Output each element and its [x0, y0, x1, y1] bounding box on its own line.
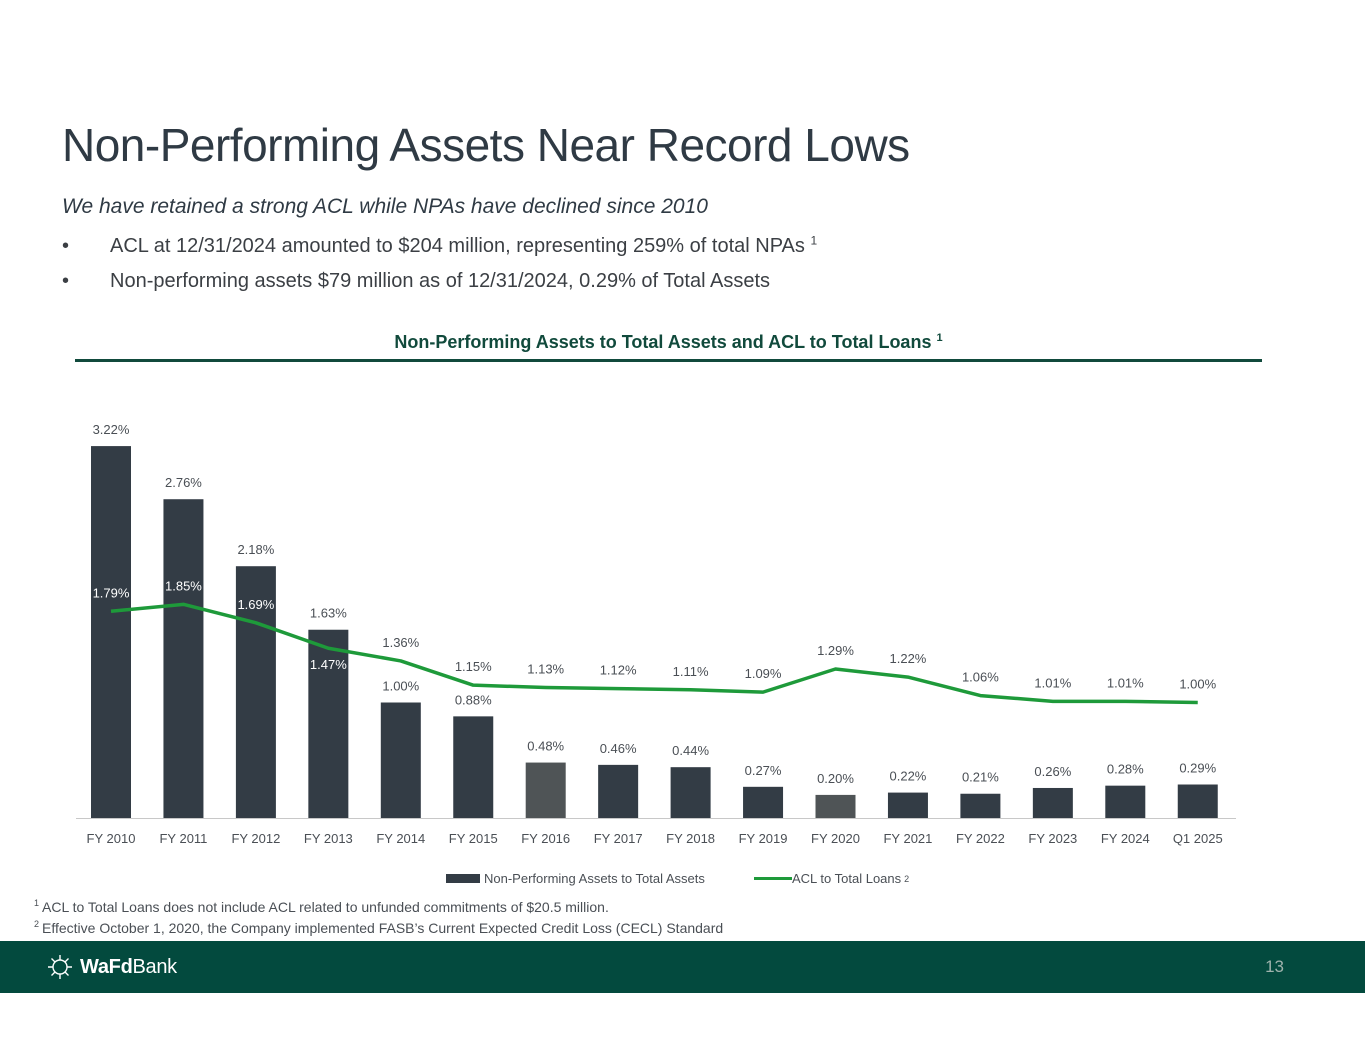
bar-data-label: 2.18%	[237, 542, 274, 557]
line-data-label: 1.01%	[1107, 675, 1144, 690]
bar-data-label: 0.46%	[600, 741, 637, 756]
line-data-label: 1.22%	[890, 651, 927, 666]
bar-data-label: 1.00%	[382, 679, 419, 694]
bar-npa	[887, 792, 928, 818]
x-tick-label: FY 2012	[231, 831, 280, 846]
chart-heading: Non-Performing Assets to Total Assets an…	[75, 332, 1262, 353]
bar-npa	[163, 499, 204, 818]
bar-data-label: 0.22%	[890, 769, 927, 784]
x-tick-label: FY 2024	[1101, 831, 1150, 846]
x-tick-label: FY 2018	[666, 831, 715, 846]
legend-swatch-line	[754, 877, 792, 880]
line-data-label: 1.85%	[165, 578, 202, 593]
bullet-symbol: •	[62, 270, 70, 292]
chart-heading-rule	[75, 359, 1262, 362]
x-tick-label: FY 2023	[1028, 831, 1077, 846]
page-number: 13	[1265, 957, 1284, 976]
footnote-mark: 1	[34, 898, 40, 909]
x-tick-label: FY 2019	[739, 831, 788, 846]
x-tick-label: FY 2021	[883, 831, 932, 846]
bullet-text: Non-performing assets $79 million as of …	[110, 270, 771, 292]
bar-npa	[1177, 784, 1218, 818]
line-data-label: 1.12%	[600, 663, 637, 678]
line-data-label: 1.69%	[237, 597, 274, 612]
legend-swatch-bar	[446, 874, 480, 883]
x-tick-label: FY 2022	[956, 831, 1005, 846]
bar-npa	[670, 767, 711, 818]
x-tick-label: FY 2013	[304, 831, 353, 846]
bar-data-label: 0.88%	[455, 692, 492, 707]
footnote-2: 2 Effective October 1, 2020, the Company …	[34, 918, 723, 939]
bar-data-label: 0.20%	[817, 771, 854, 786]
bar-npa	[960, 793, 1001, 818]
x-tick-label: FY 2010	[87, 831, 136, 846]
bar-npa	[1032, 787, 1073, 818]
line-data-label: 1.47%	[310, 657, 347, 672]
bullet-list: • ACL at 12/31/2024 amounted to $204 mil…	[62, 233, 818, 305]
bar-data-label: 0.21%	[962, 770, 999, 785]
logo-wordmark: WaFdBank	[80, 955, 177, 978]
bar-npa	[91, 446, 131, 818]
chart-legend: Non-Performing Assets to Total Assets AC…	[0, 871, 1365, 891]
footnote-ref: 1	[810, 233, 818, 248]
line-data-label: 1.29%	[817, 643, 854, 658]
legend-label-npa: Non-Performing Assets to Total Assets	[484, 871, 705, 886]
bar-npa	[453, 716, 494, 818]
x-tick-label: FY 2016	[521, 831, 570, 846]
x-tick-label: Q1 2025	[1173, 831, 1223, 846]
bar-npa	[743, 786, 784, 818]
line-data-label: 1.13%	[527, 661, 564, 676]
bar-npa	[308, 629, 349, 818]
wafd-logo: WaFdBank	[46, 953, 177, 981]
footnote-text: ACL to Total Loans does not include ACL …	[42, 899, 609, 915]
bar-npa	[815, 794, 856, 818]
bullet-text: ACL at 12/31/2024 amounted to $204 milli…	[110, 235, 805, 257]
chart-heading-footnote-ref: 1	[936, 332, 943, 344]
bar-data-label: 0.26%	[1034, 764, 1071, 779]
legend-label-acl: ACL to Total Loans	[792, 871, 902, 886]
line-data-label: 1.09%	[745, 666, 782, 681]
legend-item-acl: ACL to Total Loans 2	[754, 871, 909, 886]
x-tick-label: FY 2020	[811, 831, 860, 846]
bar-npa	[525, 762, 566, 818]
x-tick-label: FY 2017	[594, 831, 643, 846]
bar-data-label: 0.44%	[672, 743, 709, 758]
bar-data-label: 2.76%	[165, 475, 202, 490]
bar-data-label: 3.22%	[93, 422, 130, 437]
bullet-symbol: •	[62, 235, 70, 257]
footer-bar: WaFdBank 13	[0, 941, 1365, 993]
wheat-logo-icon	[48, 955, 72, 979]
bullet-item: • Non-performing assets $79 million as o…	[62, 270, 817, 292]
footnote-mark: 2	[34, 919, 40, 930]
line-data-label: 1.36%	[382, 635, 419, 650]
bullet-item: • ACL at 12/31/2024 amounted to $204 mil…	[62, 233, 818, 257]
x-tick-label: FY 2014	[376, 831, 425, 846]
footnote-1: 1 ACL to Total Loans does not include ACL…	[34, 897, 723, 918]
line-data-label: 1.15%	[455, 659, 492, 674]
bar-npa	[598, 764, 639, 818]
bar-npa	[1105, 785, 1146, 818]
line-data-label: 1.00%	[1179, 677, 1216, 692]
x-tick-label: FY 2011	[159, 831, 207, 846]
footnote-text: Effective October 1, 2020, the Company i…	[42, 920, 724, 936]
line-data-label: 1.79%	[93, 585, 130, 600]
bar-data-label: 0.48%	[527, 739, 564, 754]
x-tick-label: FY 2015	[449, 831, 498, 846]
slide-title: Non-Performing Assets Near Record Lows	[62, 119, 910, 171]
line-acl	[110, 602, 1198, 705]
footnotes: 1 ACL to Total Loans does not include ACL…	[34, 897, 723, 939]
combo-chart: FY 2010 FY 2011 FY 2012 FY 2013 FY 2014 FY 20…	[76, 422, 1236, 846]
chart-heading-text: Non-Performing Assets to Total Assets an…	[394, 332, 932, 352]
bar-data-label: 1.63%	[310, 606, 347, 621]
line-data-label: 1.06%	[962, 670, 999, 685]
line-data-label: 1.11%	[673, 664, 709, 679]
legend-item-npa: Non-Performing Assets to Total Assets	[446, 871, 705, 886]
bar-data-label: 0.27%	[745, 763, 782, 778]
line-data-label: 1.01%	[1034, 675, 1071, 690]
bar-data-label: 0.28%	[1107, 762, 1144, 777]
bar-npa	[235, 566, 276, 818]
slide-subtitle: We have retained a strong ACL while NPAs…	[62, 195, 708, 218]
bar-npa	[380, 702, 421, 818]
bar-data-label: 0.29%	[1179, 761, 1216, 776]
